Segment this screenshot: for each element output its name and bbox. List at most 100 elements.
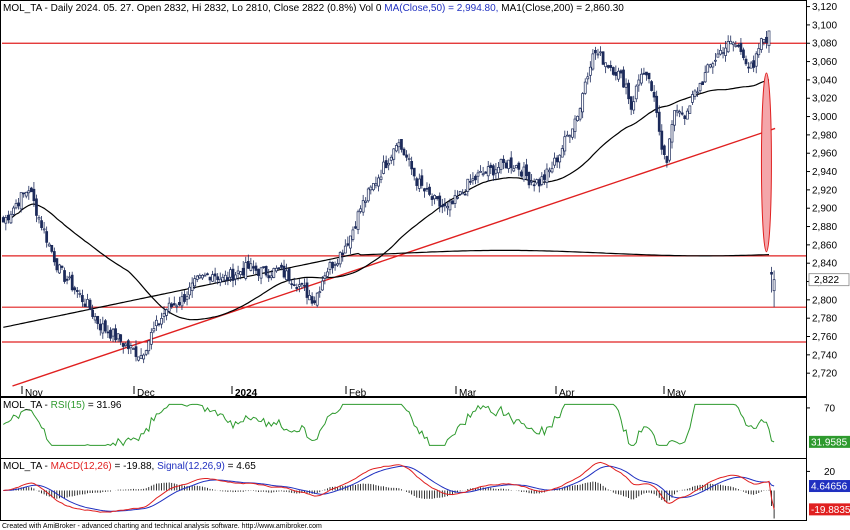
candle-284 [726,35,730,54]
candle-30 [78,289,82,298]
candle-83 [213,267,217,284]
candle-body-137 [351,229,355,240]
candle-65 [167,297,171,314]
candle-233 [596,48,600,59]
candle-178 [456,190,459,200]
candle-body-249 [637,79,641,86]
candle-245 [627,79,630,105]
candle-95 [244,256,248,281]
candle-31 [81,289,84,307]
candle-154 [394,142,398,153]
candle-171 [438,192,442,213]
candle-body-199 [509,157,513,169]
candle-46 [119,333,123,346]
candle-242 [619,69,623,79]
candle-251 [642,67,646,75]
price-tick-label-4: 2,800 [812,295,837,306]
candle-108 [277,267,281,271]
candle-298 [762,39,766,46]
candle-body-93 [239,271,243,275]
candle-198 [507,159,511,173]
price-tick-label-20: 3,120 [812,2,837,13]
candle-173 [443,198,447,212]
candle-21 [55,257,59,273]
candle-186 [476,169,480,184]
candle-body-220 [563,136,567,152]
candle-body-88 [226,277,230,281]
rsi-last-badge [809,435,850,448]
candle-13 [35,194,38,223]
candle-146 [374,176,378,189]
candle-161 [412,167,416,181]
candle-130 [333,261,337,271]
candle-196 [502,155,505,170]
candle-52 [134,340,138,362]
candle-106 [272,267,276,279]
candle-8 [22,192,26,198]
candle-22 [58,263,61,275]
candle-body-62 [160,318,163,325]
candle-body-38 [98,323,102,331]
candle-body-14 [37,217,41,220]
candle-body-130 [333,264,337,266]
candle-body-57 [147,340,151,352]
candle-228 [583,78,587,95]
candle-body-161 [412,167,416,177]
candle-234 [599,46,602,57]
candle-body-102 [262,266,265,268]
candle-body-150 [384,160,388,169]
macd-header: MOL_TA - MACD(12,26) = -19.88, Signal(12… [3,461,256,472]
candle-body-91 [234,274,237,280]
candle-body-236 [604,62,608,68]
candle-body-51 [132,348,135,350]
candle-body-34 [88,299,92,311]
candle-body-139 [356,211,360,230]
candle-body-187 [479,171,482,173]
candle-238 [609,60,613,72]
candle-29 [75,287,79,298]
candle-body-134 [343,245,347,254]
candle-body-73 [188,286,191,296]
candle-body-106 [272,268,276,278]
candle-body-204 [522,166,526,181]
price-tick-label-11: 2,940 [812,167,837,178]
candle-58 [149,328,153,350]
candle-3 [9,210,13,224]
candle-147 [377,174,380,192]
candle-body-19 [50,245,54,252]
candle-122 [313,296,317,305]
candle-47 [121,342,125,354]
candle-116 [297,279,301,293]
candle-112 [287,267,291,284]
candle-body-9 [24,191,28,197]
candle-278 [711,61,715,74]
candle-body-195 [499,159,503,170]
candle-113 [290,279,294,289]
candle-124 [318,286,322,298]
candle-48 [124,342,128,348]
candle-body-250 [640,73,643,84]
candle-body-258 [660,130,664,150]
candle-237 [606,64,610,69]
candle-92 [236,265,240,281]
candle-211 [540,172,544,187]
candle-body-265 [678,111,682,114]
candle-body-290 [742,49,745,59]
price-tick-label-10: 2,920 [812,185,837,196]
candle-body-253 [647,72,651,80]
candle-209 [535,178,539,185]
candle-body-85 [218,278,222,283]
candle-177 [453,189,457,209]
last-price-label: 2,822 [814,275,839,286]
candle-226 [578,107,582,122]
candle-body-89 [229,269,232,278]
candle-body-216 [553,157,556,166]
candle-264 [675,104,679,117]
candle-11 [29,186,33,193]
candle-100 [257,268,260,282]
candle-body-3 [9,213,13,224]
candle-107 [275,265,278,273]
candle-body-233 [596,53,600,56]
candle-body-280 [716,53,720,58]
candle-body-208 [532,184,536,187]
